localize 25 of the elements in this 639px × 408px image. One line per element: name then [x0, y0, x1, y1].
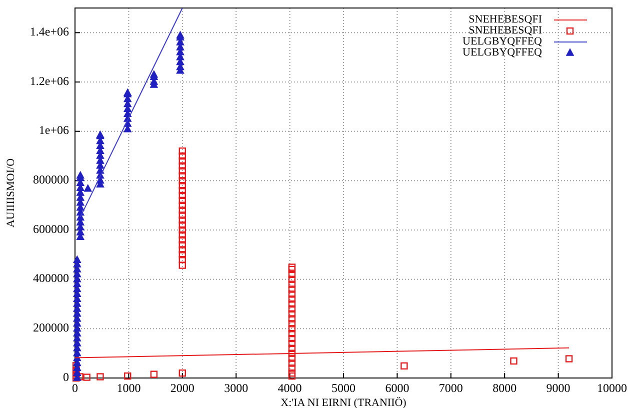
- x-tick-label: 8000: [492, 381, 517, 395]
- x-tick-label: 9000: [546, 381, 570, 395]
- legend-label: SNEHEBESQFI: [468, 24, 542, 37]
- x-tick-label: 0: [72, 381, 78, 395]
- y-tick-label: 600000: [33, 222, 69, 236]
- y-tick-label: 0: [63, 370, 69, 384]
- x-tick-label: 5000: [332, 381, 356, 395]
- y-axis-title: AUIIIISMOI/O: [5, 158, 17, 228]
- x-tick-label: 10000: [597, 381, 627, 395]
- y-tick-label: 1e+06: [38, 123, 69, 138]
- legend-label: SNEHEBESQFI: [468, 14, 542, 26]
- legend-label: UELGBYQFFEQ: [462, 36, 542, 48]
- y-tick-label: 1.2e+06: [30, 74, 69, 88]
- x-axis-title: X:'IA NI EIRNI (TRANIIÖ): [280, 397, 407, 408]
- x-tick-label: 3000: [224, 381, 248, 395]
- x-tick-label: 7000: [438, 381, 463, 395]
- y-tick-label: 1.4e+06: [30, 24, 69, 38]
- y-tick-label: 200000: [33, 320, 69, 334]
- y-tick-label: 800000: [33, 172, 69, 186]
- x-tick-label: 1000: [116, 381, 141, 395]
- x-tick-label: 2000: [170, 381, 194, 395]
- x-tick-label: 4000: [278, 381, 302, 395]
- y-tick-label: 400000: [33, 271, 69, 286]
- legend-label: UELGBYQFFEQ: [462, 46, 542, 59]
- x-tick-label: 6000: [385, 381, 410, 395]
